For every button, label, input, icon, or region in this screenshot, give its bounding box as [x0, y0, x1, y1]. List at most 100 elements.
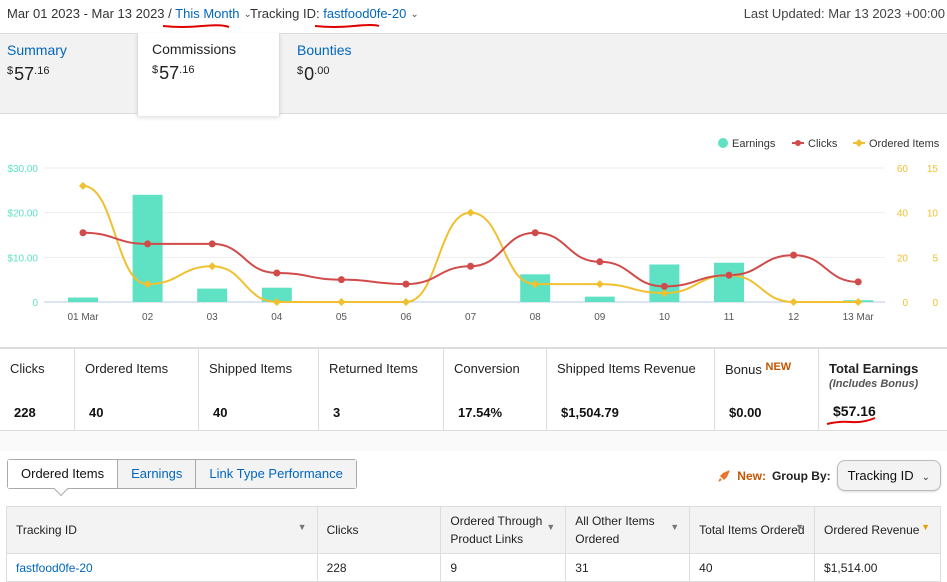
y2-tick-label: 20 [897, 253, 909, 264]
date-range: Mar 01 2023 - Mar 13 2023 / This Month ⌄ [7, 6, 252, 21]
ordered-items-point [854, 298, 863, 306]
legend-label: Clicks [808, 138, 838, 150]
column-header[interactable]: All Other Items Ordered ▼ [565, 506, 691, 554]
stat-label: Shipped Items Revenue [557, 361, 696, 376]
period-link[interactable]: This Month [175, 6, 240, 21]
clicks-point [402, 280, 410, 288]
earnings-bar [520, 274, 551, 302]
x-tick-label: 03 [207, 312, 219, 323]
x-tick-label: 08 [530, 312, 542, 323]
ordered-items-point [337, 298, 346, 306]
ordered-items-point [531, 280, 540, 289]
group-by: New: Group By: Tracking ID ⌄ [717, 460, 941, 491]
sort-arrow-icon[interactable]: ▼ [795, 522, 805, 532]
tab-commissions[interactable]: Commissions $57.16 [137, 33, 280, 116]
x-tick-label: 09 [594, 312, 606, 323]
clicks-point [531, 229, 539, 237]
stat-clicks: Clicks 228 [0, 349, 75, 430]
x-tick-label: 05 [336, 312, 348, 323]
stat-label: Ordered Items [85, 361, 169, 376]
stat-value: 40 [89, 405, 104, 420]
x-tick-label: 07 [465, 312, 477, 323]
sort-arrow-icon[interactable]: ▼ [670, 522, 680, 532]
stat-value: $1,504.79 [561, 405, 619, 420]
legend-swatch [718, 138, 728, 148]
stat-ordered-items: Ordered Items 40 [75, 349, 199, 430]
clicks-point [660, 282, 668, 290]
clicks-point [790, 251, 798, 259]
x-tick-label: 13 Mar [843, 312, 875, 323]
tracking-label: Tracking ID: [250, 6, 320, 21]
clicks-point [273, 269, 281, 277]
ordered-items-point [595, 280, 604, 289]
legend-label: Ordered Items [869, 138, 940, 150]
x-tick-label: 12 [788, 312, 800, 323]
column-header[interactable]: Tracking ID ▼ [6, 506, 318, 554]
stat-label: Conversion [454, 361, 520, 376]
column-header[interactable]: Ordered Revenue ▼ [814, 506, 941, 554]
ordered-items-point [272, 298, 281, 306]
tab-bounties[interactable]: Bounties $0.00 [280, 34, 420, 115]
tab-earnings[interactable]: Earnings [118, 460, 197, 488]
ordered-items-point [402, 298, 410, 306]
y-tick-label: $30.00 [7, 164, 38, 175]
table-cell: 31 [565, 553, 691, 582]
table-header-row: Tracking ID ▼ Clicks Ordered Through Prod… [6, 506, 941, 554]
tab-summary-value: $57.16 [7, 64, 50, 84]
column-header[interactable]: Total Items Ordered ▼ [689, 506, 816, 554]
tab-summary[interactable]: Summary $57.16 [0, 34, 137, 115]
new-label: New: [737, 468, 766, 483]
tab-bounties-label: Bounties [297, 42, 352, 58]
stat-label: Clicks [10, 361, 45, 376]
earnings-bar [68, 297, 98, 302]
report-table: Tracking ID ▼ Clicks Ordered Through Prod… [6, 506, 941, 582]
summary-tabs: Summary $57.16 Commissions $57.16 Bounti… [0, 33, 947, 116]
ordered-items-point [143, 280, 152, 289]
table-cell: 9 [440, 553, 567, 582]
stat-value: 3 [333, 405, 341, 420]
x-tick-label: 11 [724, 312, 735, 323]
x-tick-label: 04 [271, 312, 283, 323]
y2-tick-label: 0 [902, 298, 908, 309]
chevron-down-icon: ⌄ [921, 472, 930, 483]
stat-bonus: Bonus NEW $0.00 [715, 349, 819, 430]
tracking-value[interactable]: fastfood0fe-20 [323, 6, 407, 21]
clicks-point [144, 240, 152, 248]
sort-arrow-icon[interactable]: ▼ [921, 522, 930, 532]
clicks-point [854, 278, 862, 286]
stat-value: 17.54% [458, 405, 503, 420]
chevron-down-icon[interactable]: ⌄ [410, 9, 419, 20]
stat-conversion: Conversion 17.54% [444, 349, 547, 430]
table-cell-tracking-id[interactable]: fastfood0fe-20 [6, 553, 318, 582]
table-cell: $1,514.00 [814, 553, 941, 582]
legend-swatch [855, 139, 863, 147]
tracking-id-selector[interactable]: Tracking ID: fastfood0fe-20 ⌄ [250, 6, 419, 21]
clicks-point [596, 258, 604, 266]
y3-tick-label: 0 [932, 298, 938, 309]
tab-summary-label: Summary [7, 42, 67, 58]
group-by-label: Group By: [771, 468, 831, 483]
ordered-items-point [79, 181, 87, 190]
stat-shipped-items: Shipped Items 40 [199, 349, 319, 430]
clicks-point [337, 276, 345, 284]
earnings-bar [197, 288, 228, 302]
y-tick-label: $20.00 [7, 209, 38, 220]
sort-arrow-icon[interactable]: ▼ [297, 522, 307, 532]
y3-tick-label: 5 [932, 253, 938, 264]
earnings-bar [261, 287, 292, 302]
new-badge: NEW [765, 361, 792, 373]
column-header[interactable]: Clicks [316, 506, 442, 554]
sort-arrow-icon[interactable]: ▼ [546, 522, 556, 532]
tab-link-type-performance[interactable]: Link Type Performance [196, 460, 356, 488]
group-by-select[interactable]: Tracking ID ⌄ [836, 460, 941, 491]
annotation-underline [314, 24, 380, 28]
clicks-point [208, 240, 216, 248]
stat-label: Shipped Items [209, 361, 293, 376]
earnings-bar [714, 262, 744, 302]
tab-ordered-items[interactable]: Ordered Items [8, 460, 119, 488]
stat-returned-items: Returned Items 3 [319, 349, 444, 430]
y2-tick-label: 60 [897, 164, 909, 175]
chevron-down-icon[interactable]: ⌄ [243, 9, 252, 20]
column-header[interactable]: Ordered Through Product Links ▼ [440, 506, 567, 554]
ordered-items-point [789, 298, 798, 306]
